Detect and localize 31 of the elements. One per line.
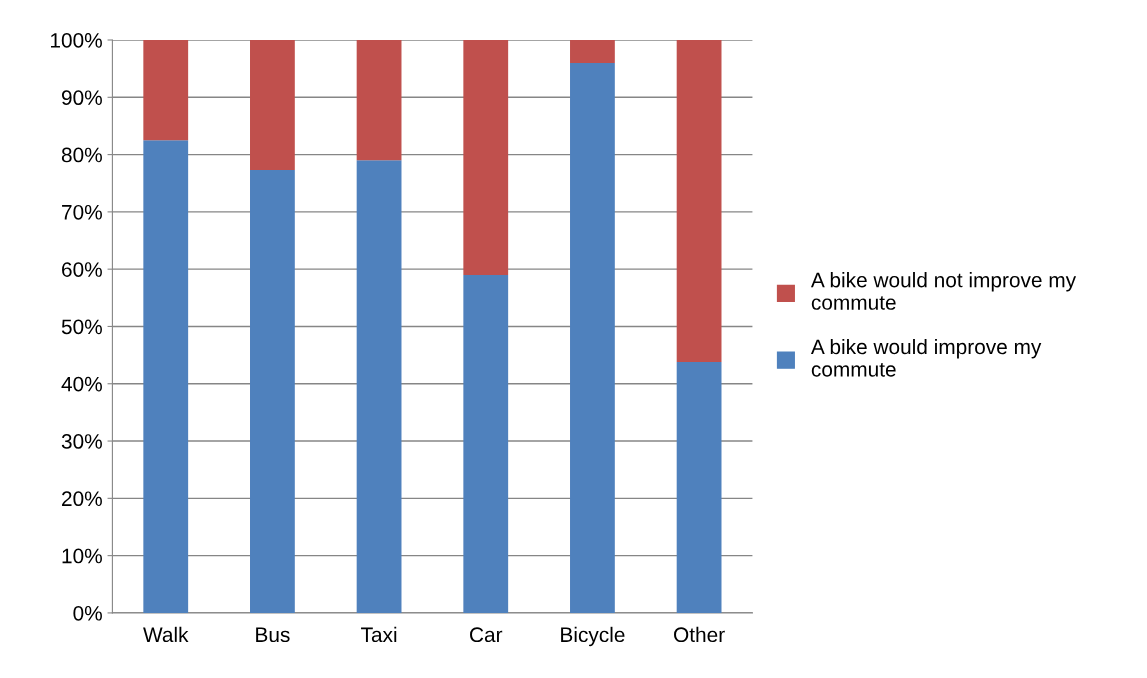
bar: [676, 361, 722, 613]
bar: [463, 40, 509, 275]
x-tick-label: Walk: [143, 626, 189, 643]
legend-label: A bike would improve my commute: [810, 338, 1042, 377]
bar: [250, 170, 295, 613]
bar: [463, 274, 509, 613]
bar: [356, 160, 402, 613]
bar: [676, 40, 722, 362]
legend-label: A bike would not improve my commute: [810, 272, 1077, 310]
y-tick-label: 50%: [61, 319, 102, 335]
y-tick-label: 60%: [62, 262, 102, 277]
y-tick-label: 10%: [62, 548, 102, 564]
y-tick-label: 70%: [62, 204, 102, 220]
bar: [143, 140, 189, 613]
y-tick-label: 30%: [61, 434, 102, 449]
y-tick-label: 0%: [73, 605, 102, 621]
y-tick-label: 80%: [61, 147, 102, 163]
x-tick-label: Bus: [256, 627, 290, 643]
x-tick-label: Taxi: [361, 626, 397, 643]
y-tick-label: 90%: [61, 90, 102, 106]
bar: [250, 40, 295, 171]
x-tick-label: Other: [674, 626, 725, 643]
bar: [570, 40, 615, 63]
bar: [570, 62, 615, 613]
bar: [356, 40, 402, 161]
y-tick-label: 40%: [61, 376, 102, 392]
y-tick-label: 20%: [62, 491, 102, 507]
bar: [143, 40, 189, 141]
x-tick-label: Bicycle: [561, 626, 625, 647]
x-tick-label: Car: [470, 627, 503, 643]
y-tick-label: 100%: [50, 33, 102, 48]
